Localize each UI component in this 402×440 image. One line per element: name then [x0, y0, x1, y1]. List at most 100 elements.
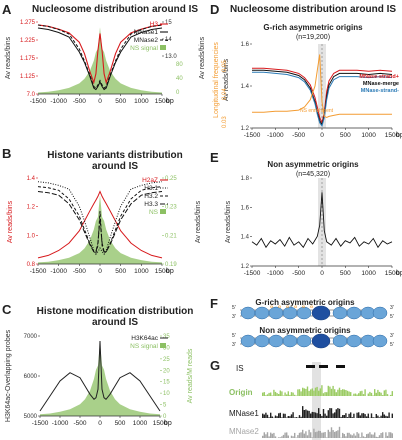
track-bar — [346, 390, 349, 396]
track-bar — [265, 412, 267, 418]
y-tick-label: 7.0 — [27, 92, 36, 98]
track-bar — [294, 432, 296, 438]
track-bar — [358, 393, 360, 396]
track-bar — [330, 427, 333, 438]
x-axis-label: bp — [396, 132, 402, 139]
legend-label: NS — [149, 209, 159, 216]
x-tick-label: 0 — [98, 98, 102, 105]
x-tick-label: -1500 — [30, 268, 47, 275]
track-bar — [268, 417, 270, 418]
g-base: G — [294, 304, 297, 309]
track-bar — [276, 393, 278, 396]
track-bar — [263, 414, 265, 418]
track-bar — [310, 389, 312, 396]
x-axis-label: bp — [166, 98, 174, 105]
track-bar — [265, 395, 267, 396]
track-bar — [318, 408, 320, 418]
strand-end-label: 5' — [390, 342, 394, 348]
track-bar — [306, 410, 309, 418]
strand-end-label: 3' — [390, 305, 394, 311]
legend-swatch — [160, 209, 166, 214]
legend-label: MNase1 — [134, 29, 159, 36]
track-bar — [319, 414, 321, 418]
track-bar — [351, 435, 353, 438]
series-line-mnase2 — [37, 24, 163, 89]
panel-f-grich-title: G-rich asymmetric origins — [255, 298, 355, 307]
track-bar — [356, 394, 358, 396]
y-tick-label: 1.4 — [27, 176, 36, 182]
track-bar — [370, 434, 373, 438]
ns-tick-label: 80 — [176, 62, 183, 68]
track-bar — [300, 416, 302, 418]
legend-label: NS signal — [130, 343, 158, 350]
track-bar — [274, 391, 277, 396]
track-bar — [265, 434, 267, 438]
track-bar — [281, 417, 283, 418]
y-tick-label: 1.6 — [241, 42, 250, 48]
track-bar — [287, 416, 289, 418]
y-tick-label: 5000 — [24, 414, 38, 420]
track-bar — [353, 433, 355, 438]
track-bar — [330, 408, 333, 418]
track-bar — [350, 412, 352, 418]
panel-b-title-line2: around IS — [91, 161, 139, 172]
track-bar — [356, 412, 358, 418]
x-tick-label: 500 — [115, 268, 126, 275]
track-bar — [311, 437, 313, 438]
y2-tick-label: 0.23 — [165, 205, 177, 211]
strand-end-label: 3' — [390, 333, 394, 339]
track-bar — [346, 417, 349, 418]
series-line-h3-2 — [37, 186, 163, 254]
track-bar — [310, 413, 312, 418]
track-bar — [262, 392, 264, 396]
nucleosome — [296, 334, 312, 348]
track-bar — [348, 413, 350, 418]
track-bar — [382, 412, 384, 418]
track-bar — [343, 389, 345, 396]
track-bar — [321, 415, 323, 418]
x-tick-label: -500 — [292, 132, 305, 139]
track-bar — [292, 392, 294, 396]
is-mark-1 — [306, 365, 315, 368]
track-bar — [306, 435, 309, 438]
y-axis-label-left: Av reads/bins — [7, 200, 14, 243]
track-bar — [262, 413, 264, 418]
track-bar — [295, 417, 297, 418]
orange-tick-label: 0.04 — [222, 88, 228, 100]
track-bar — [319, 431, 321, 438]
y-tick-label: 1.2 — [241, 264, 250, 270]
track-bar — [359, 437, 361, 438]
y-tick-label: 1.0 — [27, 233, 36, 239]
track-bar — [361, 390, 363, 396]
track-bar — [308, 429, 310, 438]
track-bar — [332, 430, 334, 438]
track-bar — [343, 415, 345, 418]
series-area-ns-signal — [40, 341, 160, 416]
track-bar — [271, 416, 273, 418]
track-bar — [377, 389, 379, 396]
x-tick-label: 0 — [98, 268, 102, 275]
track-bar — [290, 392, 293, 396]
track-bar — [297, 435, 299, 438]
track-bar — [274, 436, 277, 438]
y2-tick-label: 0 — [163, 414, 167, 420]
legend-label: H3.3 — [144, 201, 158, 208]
track-bar — [378, 435, 381, 438]
x-tick-label: 0 — [320, 132, 324, 139]
y2-tick-label: 15 — [165, 20, 172, 26]
track-bar — [350, 392, 352, 396]
track-bar — [311, 388, 313, 396]
x-tick-label: 1000 — [134, 268, 149, 275]
nucleosome — [372, 306, 388, 320]
track-bar — [386, 435, 389, 438]
track-bar — [375, 436, 377, 438]
track-bar — [362, 394, 365, 396]
track-bar — [327, 385, 329, 396]
track-bar — [391, 413, 393, 418]
y2-tick-label: 35 — [163, 334, 170, 340]
legend-label: MNase-strand- — [361, 88, 399, 94]
track-bar — [356, 432, 358, 438]
track-bar — [324, 432, 326, 438]
track-bar — [346, 432, 349, 438]
